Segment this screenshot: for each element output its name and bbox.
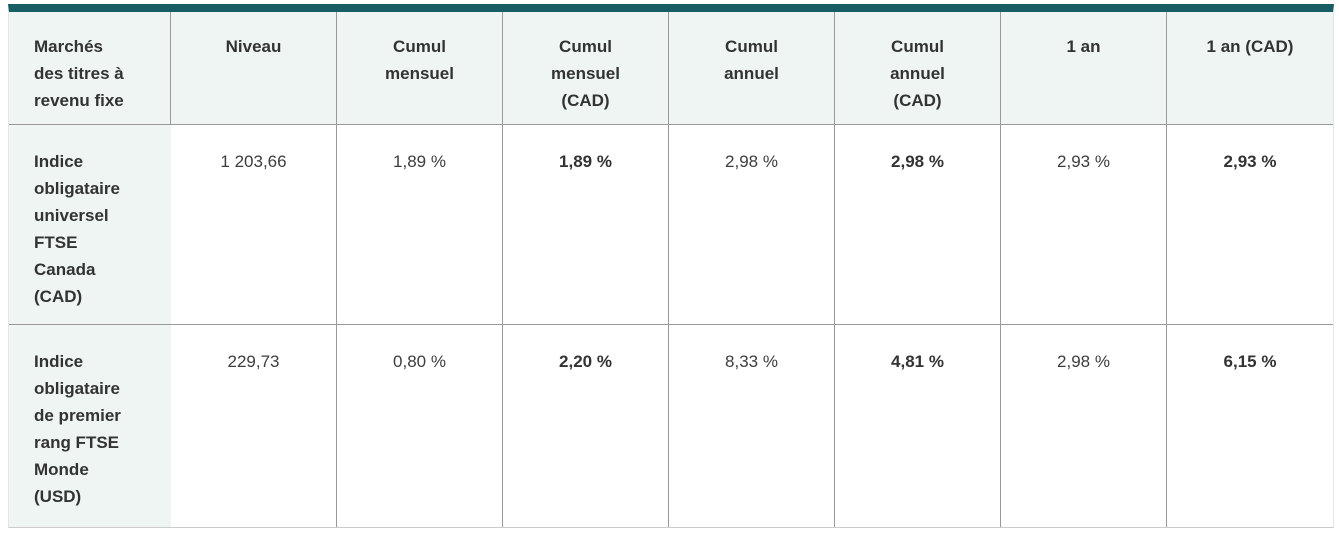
row-label: Indice obligataire universel FTSE Canada… (9, 125, 171, 325)
cell-cumul-annuel-cad: 4,81 % (835, 325, 1001, 527)
cell-1an: 2,93 % (1001, 125, 1167, 325)
cell-cumul-annuel: 8,33 % (669, 325, 835, 527)
cell-cumul-annuel: 2,98 % (669, 125, 835, 325)
cell-niveau: 1 203,66 (171, 125, 337, 325)
header-cell-cumul-mensuel: Cumul mensuel (337, 12, 503, 125)
cell-1an-cad: 2,93 % (1167, 125, 1333, 325)
cell-cumul-mensuel-cad: 2,20 % (503, 325, 669, 527)
header-cell-1an-cad: 1 an (CAD) (1167, 12, 1333, 125)
fixed-income-returns-table: Marchés des titres à revenu fixe Niveau … (8, 4, 1334, 528)
cell-cumul-mensuel: 0,80 % (337, 325, 503, 527)
row-label: Indice obligataire de premier rang FTSE … (9, 325, 171, 527)
header-cell-1an: 1 an (1001, 12, 1167, 125)
table-row-ftse-monde: Indice obligataire de premier rang FTSE … (9, 325, 1333, 527)
cell-1an: 2,98 % (1001, 325, 1167, 527)
cell-1an-cad: 6,15 % (1167, 325, 1333, 527)
header-cell-cumul-mensuel-cad: Cumul mensuel (CAD) (503, 12, 669, 125)
cell-cumul-mensuel: 1,89 % (337, 125, 503, 325)
cell-cumul-annuel-cad: 2,98 % (835, 125, 1001, 325)
header-cell-niveau: Niveau (171, 12, 337, 125)
header-row: Marchés des titres à revenu fixe Niveau … (9, 12, 1333, 125)
cell-niveau: 229,73 (171, 325, 337, 527)
header-cell-cumul-annuel-cad: Cumul annuel (CAD) (835, 12, 1001, 125)
table-row-ftse-canada: Indice obligataire universel FTSE Canada… (9, 125, 1333, 325)
cell-cumul-mensuel-cad: 1,89 % (503, 125, 669, 325)
header-cell-markets: Marchés des titres à revenu fixe (9, 12, 171, 125)
header-cell-cumul-annuel: Cumul annuel (669, 12, 835, 125)
